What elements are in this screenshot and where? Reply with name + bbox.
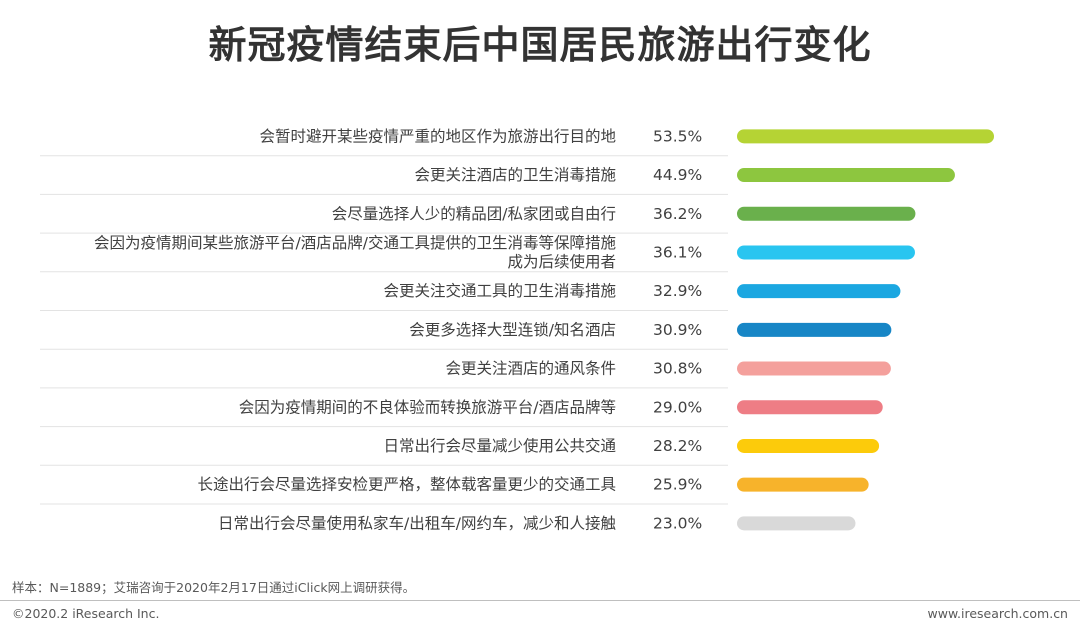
category-label-line: 会更多选择大型连锁/知名酒店: [409, 321, 616, 339]
bar: [737, 206, 916, 221]
category-label-line: 会因为疫情期间某些旅游平台/酒店品牌/交通工具提供的卫生消毒等保障措施: [94, 234, 616, 252]
category-label-line: 成为后续使用者: [507, 253, 616, 271]
category-label-line: 日常出行会尽量减少使用公共交通: [383, 437, 616, 455]
category-label: 日常出行会尽量使用私家车/出租车/网约车，减少和人接触: [218, 514, 616, 532]
value-label: 28.2%: [653, 437, 702, 455]
value-label: 23.0%: [653, 514, 702, 532]
category-label-line: 日常出行会尽量使用私家车/出租车/网约车，减少和人接触: [218, 514, 616, 532]
value-label: 29.0%: [653, 398, 702, 416]
category-label: 日常出行会尽量减少使用公共交通: [383, 437, 616, 455]
category-label-line: 会更关注交通工具的卫生消毒措施: [383, 282, 616, 300]
bar: [737, 400, 883, 415]
copyright-text: ©2020.2 iResearch Inc.: [12, 606, 160, 621]
value-label: 36.2%: [653, 205, 702, 223]
website-text: www.iresearch.com.cn: [927, 606, 1069, 621]
sample-note: 样本：N=1889；艾瑞咨询于2020年2月17日通过iClick网上调研获得。: [12, 580, 416, 595]
bar: [737, 245, 915, 260]
category-label: 会更关注酒店的卫生消毒措施: [414, 166, 616, 184]
value-label: 44.9%: [653, 166, 702, 184]
category-label: 会因为疫情期间的不良体验而转换旅游平台/酒店品牌等: [239, 398, 616, 416]
category-label-line: 会更关注酒店的通风条件: [445, 360, 616, 378]
category-label-line: 会暂时避开某些疫情严重的地区作为旅游出行目的地: [259, 127, 616, 145]
category-label-line: 长途出行会尽量选择安检更严格，整体载客量更少的交通工具: [197, 476, 616, 494]
bar: [737, 284, 901, 299]
category-label-line: 会因为疫情期间的不良体验而转换旅游平台/酒店品牌等: [239, 398, 616, 416]
category-label: 会更关注酒店的通风条件: [445, 360, 616, 378]
category-label: 会更关注交通工具的卫生消毒措施: [383, 282, 616, 300]
footer-divider: [0, 600, 1080, 601]
bar: [737, 129, 994, 144]
category-label-line: 会尽量选择人少的精品团/私家团或自由行: [332, 205, 616, 223]
category-label: 会因为疫情期间某些旅游平台/酒店品牌/交通工具提供的卫生消毒等保障措施成为后续使…: [94, 234, 616, 271]
bar: [737, 168, 955, 183]
category-label: 长途出行会尽量选择安检更严格，整体载客量更少的交通工具: [197, 476, 616, 494]
value-label: 36.1%: [653, 243, 702, 261]
value-label: 25.9%: [653, 476, 702, 494]
category-label: 会更多选择大型连锁/知名酒店: [409, 321, 616, 339]
bar: [737, 361, 891, 376]
category-label-line: 会更关注酒店的卫生消毒措施: [414, 166, 616, 184]
category-label: 会暂时避开某些疫情严重的地区作为旅游出行目的地: [259, 127, 616, 145]
bar: [737, 322, 892, 337]
value-label: 53.5%: [653, 127, 702, 145]
bar-chart: 会暂时避开某些疫情严重的地区作为旅游出行目的地 53.5% 会更关注酒店的卫生消毒措…: [40, 127, 994, 532]
value-label: 30.9%: [653, 321, 702, 339]
bar: [737, 516, 856, 531]
value-label: 32.9%: [653, 282, 702, 300]
bar: [737, 477, 869, 492]
category-label: 会尽量选择人少的精品团/私家团或自由行: [332, 205, 616, 223]
value-label: 30.8%: [653, 360, 702, 378]
bar: [737, 438, 880, 453]
chart-title: 新冠疫情结束后中国居民旅游出行变化: [208, 23, 872, 67]
